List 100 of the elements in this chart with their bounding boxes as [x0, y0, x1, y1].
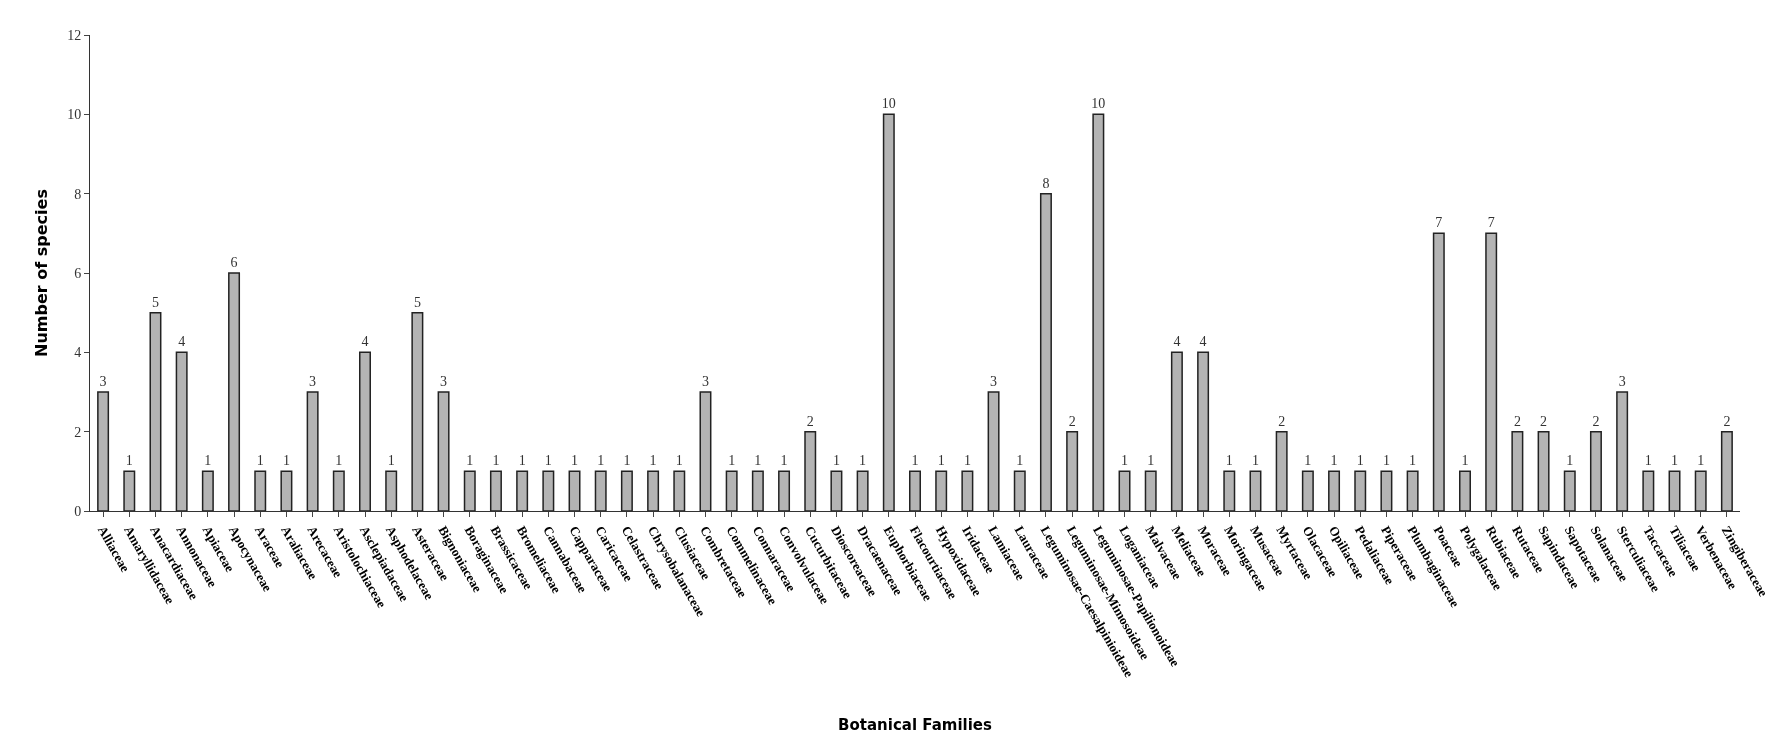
data-label: 1 [125, 453, 133, 469]
data-label: 1 [1461, 453, 1469, 469]
data-label: 1 [1330, 453, 1338, 469]
data-label: 1 [728, 453, 736, 469]
bar [1328, 470, 1341, 511]
bar [1301, 470, 1314, 511]
data-label: 10 [1091, 96, 1106, 112]
bar [804, 430, 817, 511]
bar [568, 470, 581, 511]
data-label: 1 [492, 453, 500, 469]
bar [306, 391, 319, 511]
data-label: 1 [937, 453, 945, 469]
bar [1668, 470, 1681, 511]
bar [1066, 430, 1079, 511]
bar [254, 470, 267, 511]
data-label: 1 [1225, 453, 1233, 469]
bar [1092, 113, 1105, 511]
bar [1720, 430, 1733, 511]
bar [1485, 232, 1498, 511]
bar [620, 470, 633, 511]
data-label: 1 [1644, 453, 1652, 469]
bar [97, 391, 110, 511]
data-label: 2 [1278, 413, 1286, 429]
data-label: 1 [1671, 453, 1679, 469]
data-label: 4 [1199, 334, 1207, 350]
bar [856, 470, 869, 511]
data-label: 4 [361, 334, 369, 350]
bar [175, 351, 188, 511]
data-label: 10 [881, 96, 896, 112]
bar [437, 391, 450, 511]
data-label: 2 [1068, 413, 1076, 429]
data-label: 1 [1304, 453, 1312, 469]
data-label: 2 [1592, 413, 1600, 429]
bar [1589, 430, 1602, 511]
bar [332, 470, 345, 511]
bar [123, 470, 136, 511]
data-label: 5 [151, 294, 159, 310]
bar [1223, 470, 1236, 511]
bar [909, 470, 921, 511]
bar [228, 272, 241, 511]
bar [1039, 192, 1052, 511]
bar [1432, 232, 1445, 511]
bar [542, 470, 555, 511]
bar [1642, 470, 1655, 511]
data-label: 3 [990, 374, 998, 389]
bar [987, 391, 1000, 511]
bar [673, 470, 686, 511]
data-label: 3 [440, 374, 448, 389]
data-label: 1 [518, 453, 526, 469]
bar [1511, 430, 1524, 511]
data-label: 1 [1697, 453, 1705, 469]
bar [1013, 470, 1026, 511]
bar [647, 470, 660, 511]
bar [1144, 470, 1157, 511]
data-label: 1 [649, 453, 657, 469]
bar [830, 470, 843, 511]
bar [1537, 430, 1550, 511]
data-label: 5 [413, 294, 421, 310]
data-label: 6 [230, 255, 238, 270]
bar [594, 470, 607, 511]
bar [1380, 470, 1393, 511]
bar [778, 470, 791, 511]
bar [961, 470, 974, 511]
data-label: 1 [282, 453, 290, 469]
data-label: 1 [466, 453, 474, 469]
bar [1354, 470, 1367, 511]
data-label: 1 [1016, 453, 1024, 469]
data-label: 4 [1173, 334, 1181, 350]
data-label: 3 [1618, 374, 1626, 389]
data-label: 1 [754, 453, 762, 469]
data-label: 1 [204, 453, 212, 469]
bar [463, 470, 476, 511]
bar [1406, 470, 1419, 511]
bar [516, 470, 529, 511]
bar [149, 311, 162, 511]
data-label: 1 [256, 453, 264, 469]
data-label: 1 [335, 453, 343, 469]
bar [699, 391, 712, 511]
data-label: 1 [963, 453, 971, 469]
data-label: 1 [1382, 453, 1390, 469]
data-label: 4 [178, 334, 186, 350]
y-tick-label: 8 [74, 186, 82, 202]
data-label: 1 [675, 453, 683, 469]
data-label: 3 [309, 374, 317, 389]
data-label: 3 [99, 374, 107, 389]
bar [359, 351, 371, 511]
data-label: 1 [623, 453, 631, 469]
data-label: 2 [806, 413, 814, 429]
bar [1249, 470, 1262, 511]
data-label: 1 [1147, 453, 1155, 469]
bar [1170, 351, 1183, 511]
data-label: 1 [911, 453, 919, 469]
bar [1275, 430, 1288, 511]
data-label: 8 [1042, 175, 1050, 191]
bar [1459, 470, 1471, 511]
data-label: 7 [1487, 215, 1495, 231]
data-label: 1 [1121, 453, 1129, 469]
y-tick-label: 10 [67, 107, 82, 123]
data-label: 1 [832, 453, 840, 469]
data-label: 2 [1723, 413, 1731, 429]
